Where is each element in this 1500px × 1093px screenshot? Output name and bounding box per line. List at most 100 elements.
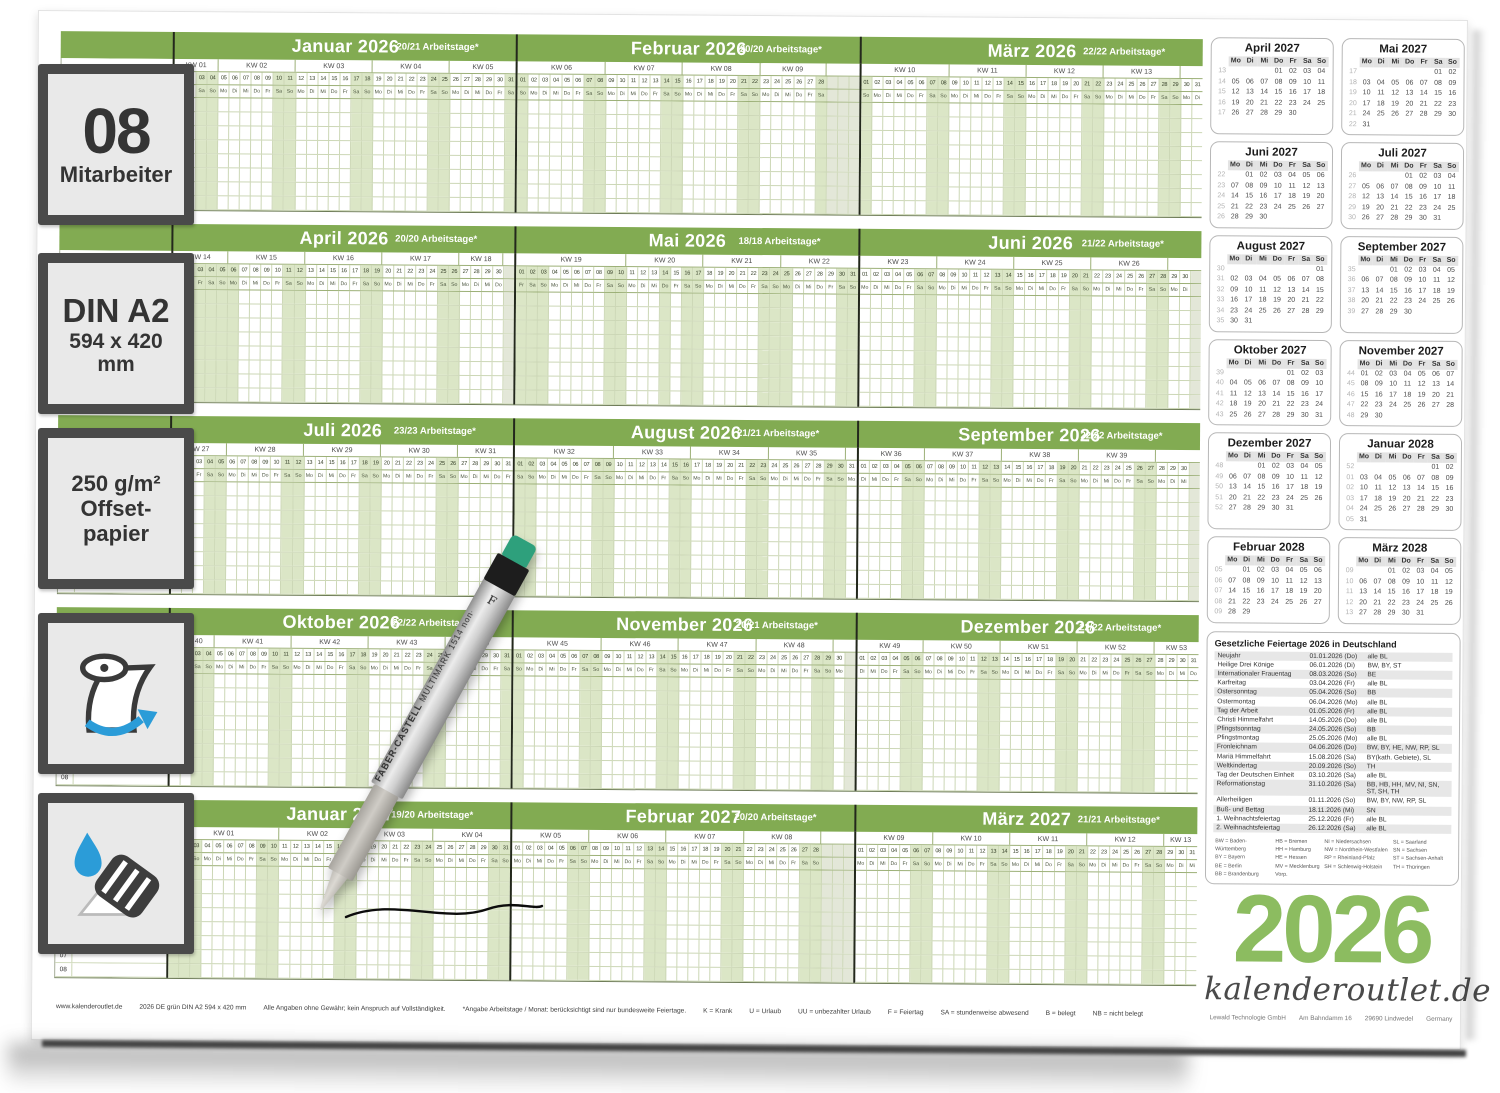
grid-cell: [603, 526, 615, 541]
grid-cell: [637, 363, 649, 377]
grid-cell: [810, 898, 822, 912]
day-number-cell: 06: [571, 266, 583, 279]
grid-cell: [301, 866, 313, 880]
grid-cell: [1112, 502, 1124, 516]
grid-cell: [926, 201, 938, 215]
kw-segment: KW 06: [517, 61, 607, 74]
grid-cell: [270, 524, 282, 538]
grid-cell: [1157, 310, 1169, 324]
kw-segment: KW 16: [305, 251, 383, 265]
grid-cell: [1087, 914, 1099, 928]
day-number-cell: 26: [791, 460, 803, 473]
grid-cell: [635, 555, 648, 569]
grid-cell: [195, 196, 207, 210]
grid-cell: [712, 719, 724, 733]
day-number-cell: 31: [1190, 658, 1197, 665]
grid-cell: [891, 514, 903, 529]
grid-cell: [970, 187, 982, 201]
grid-cell: [1192, 133, 1202, 146]
weekday-cell: Mo: [1155, 667, 1167, 680]
grid-cell: [634, 705, 647, 719]
grid-cell: [489, 868, 501, 882]
grid-cell: [644, 897, 656, 911]
day-number-cell: 06: [910, 845, 923, 858]
grid-cell: [448, 347, 460, 361]
grid-cell: [616, 143, 628, 157]
grid-cell: [400, 951, 412, 965]
grid-cell: [403, 511, 415, 525]
day-number-cell: 29: [483, 74, 495, 87]
grid-cell: [270, 580, 282, 594]
grid-cell: [1070, 104, 1082, 118]
grid-cell: [825, 350, 837, 364]
grid-cell: [315, 496, 327, 511]
grid-cell: [790, 556, 802, 570]
weekday-cell: Mi: [1178, 475, 1190, 489]
day-number-cell: 11: [280, 648, 293, 661]
grid-cell: [325, 567, 337, 581]
day-number-cell: 04: [203, 648, 215, 661]
grid-cell: [404, 319, 416, 333]
grid-cell: [803, 364, 815, 378]
employee-grid: [511, 868, 854, 983]
weekday-cell: So: [1153, 859, 1166, 872]
grid-cell: [638, 129, 651, 143]
grid-cell: [692, 321, 704, 335]
grid-cell: [801, 570, 813, 584]
grid-cell: [1166, 572, 1179, 586]
grid-cell: [1026, 131, 1038, 145]
grid-cell: [647, 513, 659, 527]
weekday-cell: Mo: [512, 855, 524, 868]
grid-cell: [1022, 707, 1034, 721]
grid-cell: [860, 158, 872, 172]
grid-cell: [1045, 502, 1058, 516]
day-number-cell: 14: [318, 72, 330, 86]
grid-cell: [303, 552, 315, 566]
grid-cell: [290, 866, 302, 880]
grid-cell: [268, 880, 280, 894]
grid-cell: [1123, 502, 1135, 516]
grid-cell: [849, 102, 860, 116]
day-number-cell: 27: [456, 841, 468, 855]
grid-cell: [869, 514, 881, 528]
grid-cell: [571, 334, 583, 348]
grid-cell: [566, 966, 578, 980]
grid-cell: [615, 377, 627, 391]
grid-cell: [723, 733, 735, 747]
grid-cell: [459, 375, 471, 390]
kw-segment: KW 10: [861, 63, 950, 77]
grid-cell: [776, 940, 789, 954]
grid-cell: [901, 693, 913, 707]
grid-cell: [526, 362, 538, 376]
grid-cell: [859, 336, 871, 350]
grid-cell: [999, 763, 1012, 777]
grid-cell: [1026, 159, 1038, 173]
grid-cell: [892, 392, 904, 407]
weekday-cell: Mi: [881, 281, 893, 294]
day-number-cell: 03: [534, 842, 546, 855]
grid-cell: [1125, 146, 1137, 160]
grid-cell: [413, 581, 426, 595]
grid-cell: [989, 707, 1001, 721]
grid-cell: [477, 952, 489, 966]
grid-cell: [1110, 750, 1122, 764]
day-number-cell: 31: [501, 650, 512, 663]
weekday-cell: Do: [545, 855, 557, 868]
grid-cell: [1067, 544, 1079, 558]
grid-cell: [915, 145, 928, 159]
grid-cell: [600, 938, 612, 953]
grid-cell: [372, 183, 384, 197]
day-number-cell: 23: [417, 73, 429, 86]
grid-cell: [394, 155, 406, 169]
weekday-cell: Fr: [1070, 91, 1083, 104]
grid-cell: [1180, 188, 1192, 203]
grid-cell: [690, 705, 702, 719]
weekday-cell: Mo: [855, 857, 867, 870]
grid-cell: [444, 937, 456, 951]
grid-cell: [868, 584, 880, 598]
day-number-cell: 24: [767, 652, 779, 665]
grid-cell: [490, 676, 502, 690]
grid-cell: [904, 173, 916, 187]
grid-cell: [1192, 119, 1202, 132]
